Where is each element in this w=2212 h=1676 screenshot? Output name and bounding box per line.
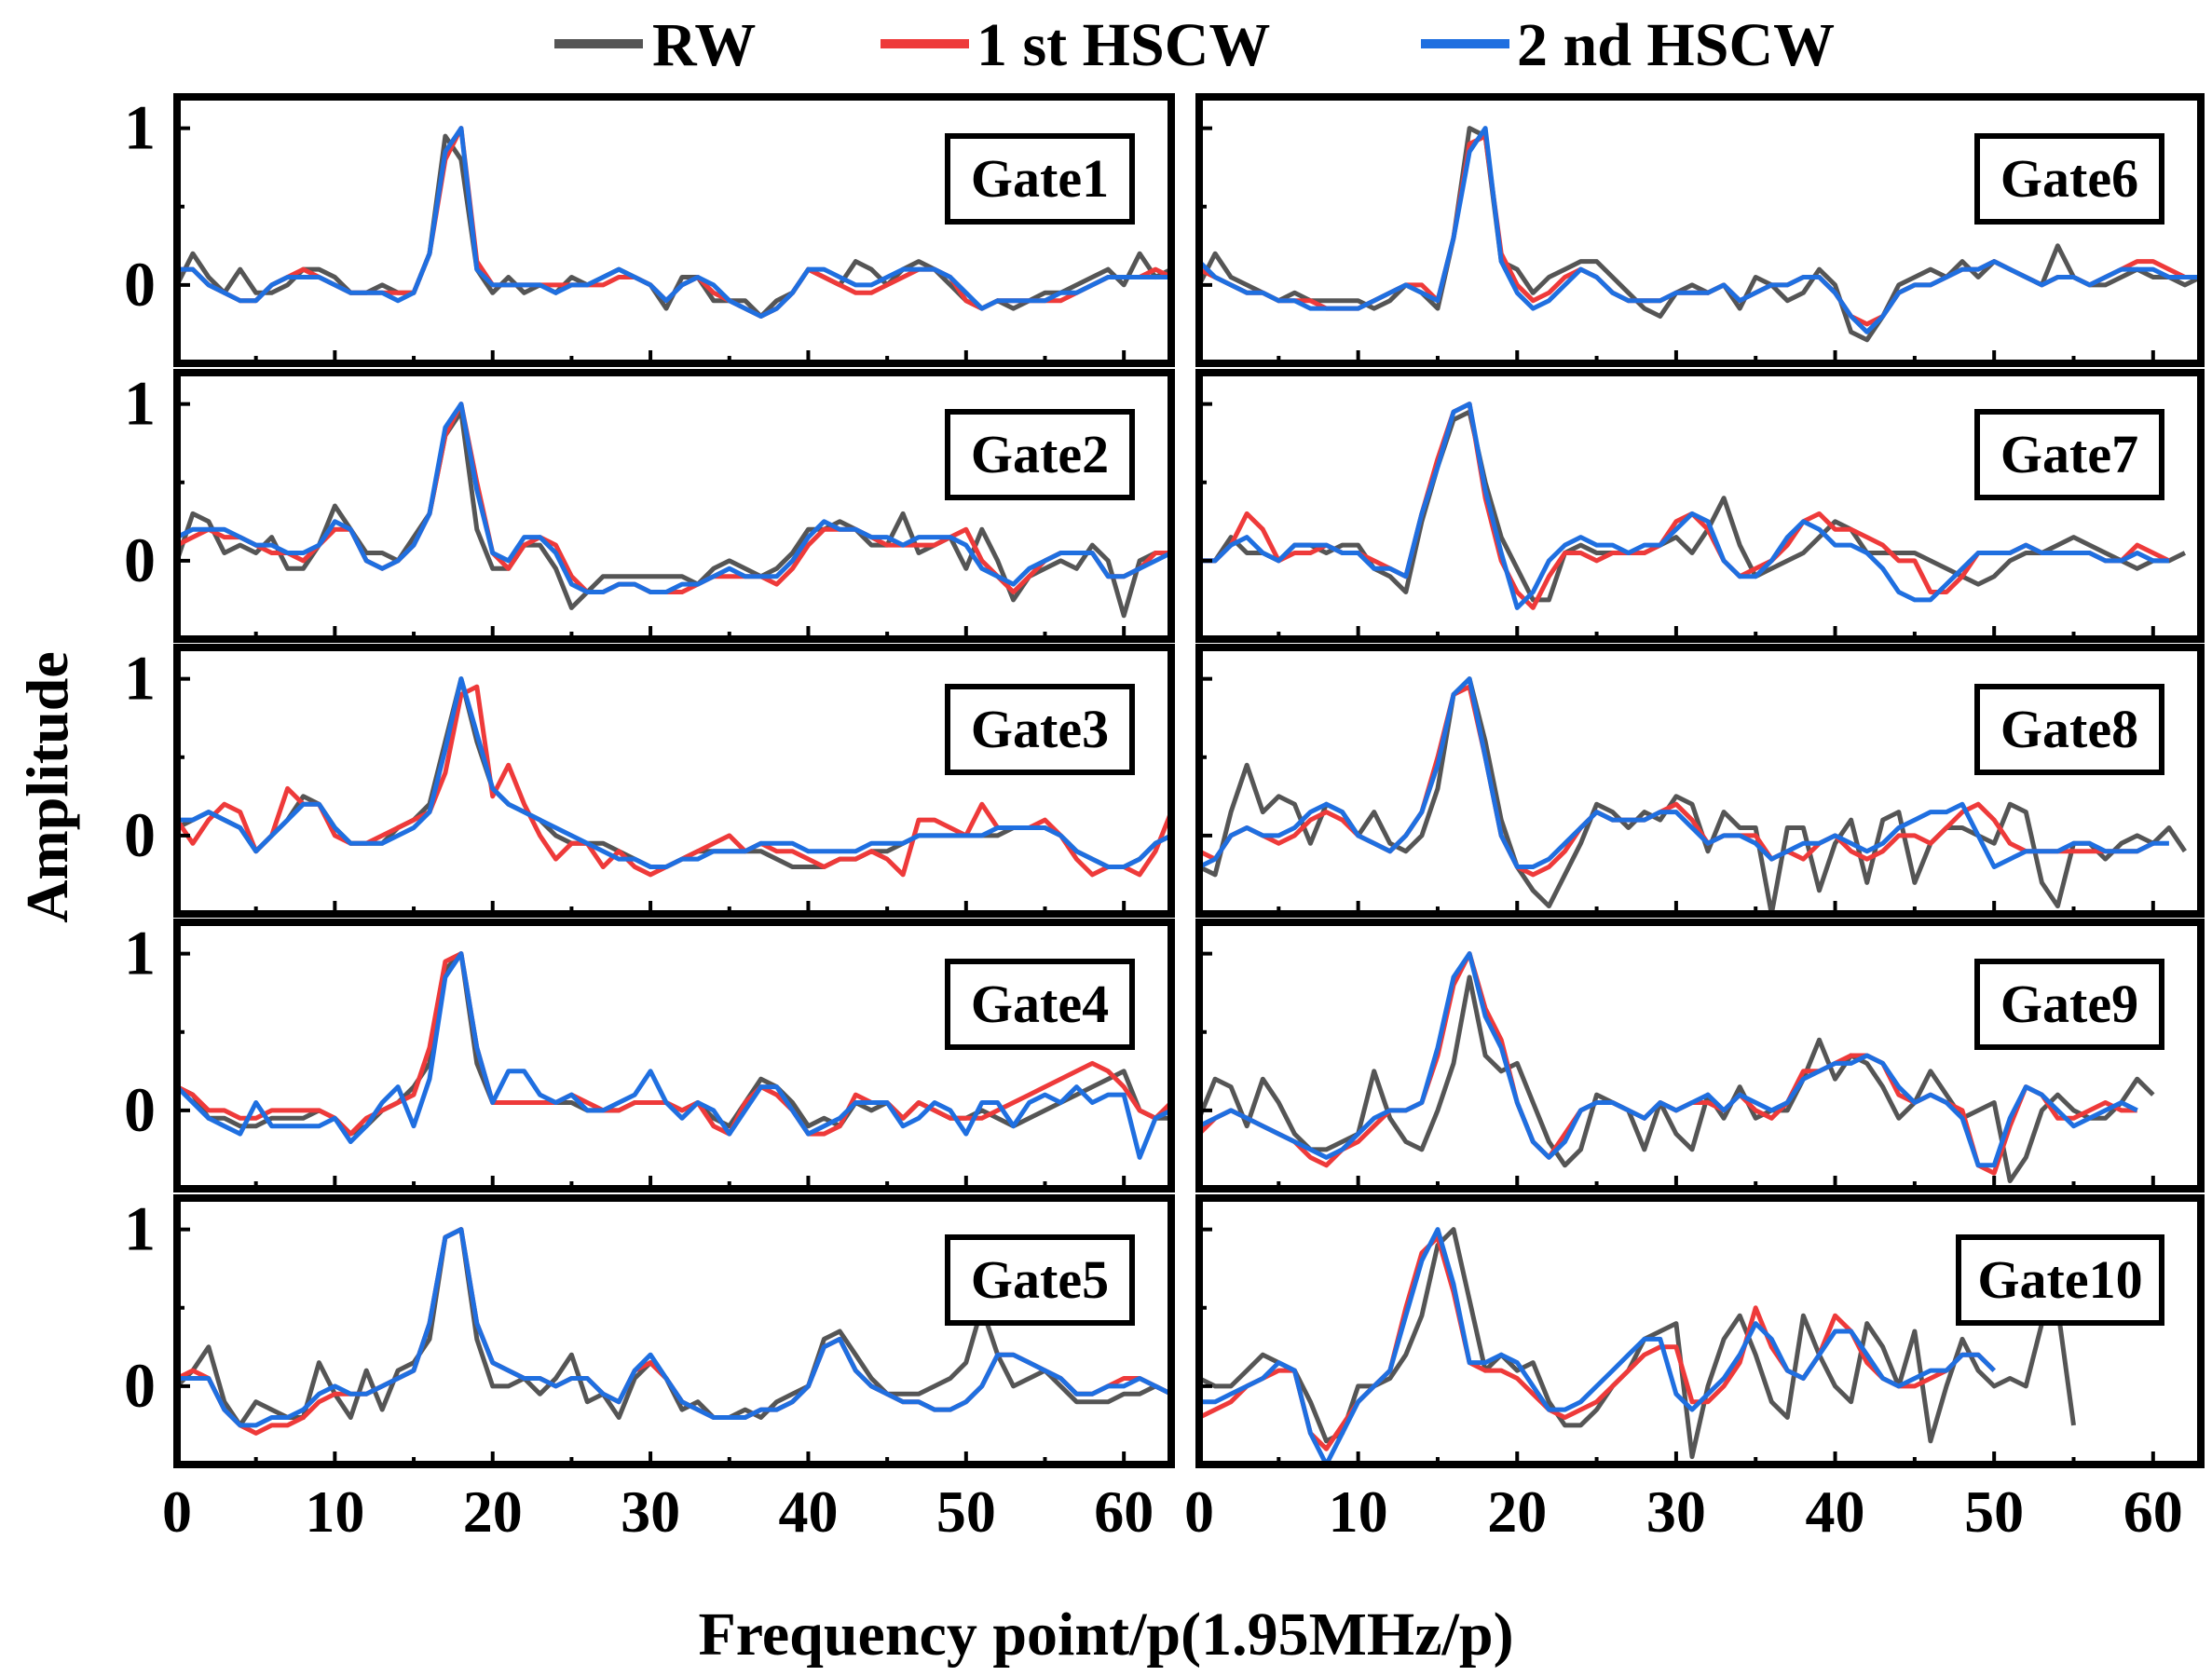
series-hs2-line	[177, 676, 1171, 869]
panel-gate10: Gate10 0 10 20 30 40 50 60	[1184, 1194, 2205, 1545]
gate-label-text: Gate2	[971, 424, 1109, 484]
x-tick-label: 30	[621, 1478, 680, 1545]
panel-frame	[173, 919, 1175, 1192]
series-rw-line	[1199, 409, 2187, 603]
y-tick-label: 1	[124, 368, 156, 439]
gate-label-text: Gate7	[2000, 424, 2138, 484]
y-tick-label: 1	[124, 92, 156, 163]
panel-frame	[173, 644, 1175, 918]
panel-frame	[1195, 369, 2205, 643]
y-axis-title: Amplitude	[14, 651, 80, 923]
gate-label-box	[945, 1234, 1135, 1326]
x-tick-label: 60	[2123, 1478, 2183, 1545]
gate-label-text: Gate8	[2000, 699, 2138, 759]
y-tick-label: 0	[124, 1074, 156, 1145]
gate-label-text: Gate10	[1977, 1249, 2142, 1310]
x-tick-label: 50	[936, 1478, 996, 1545]
series-hs2-line	[177, 126, 1171, 319]
panel-gate2: 0 1 Gate2	[124, 368, 1175, 643]
x-tick-label: 40	[778, 1478, 838, 1545]
series-hs1-line	[177, 402, 1171, 594]
panel-gate1: 0 1 Gate1	[124, 92, 1175, 367]
x-tick-label: 60	[1094, 1478, 1154, 1545]
y-tick-label: 1	[124, 918, 156, 988]
gate-label-text: Gate9	[2000, 974, 2138, 1034]
panel-frame	[173, 369, 1175, 643]
gate-label-text: Gate6	[2000, 148, 2138, 209]
panel-gate3: 0 1 Gate3	[124, 643, 1175, 918]
panel-frame	[1195, 644, 2205, 918]
series-hs2-line	[177, 1227, 1171, 1428]
series-hs2-line	[1199, 1227, 1996, 1465]
gate-label-text: Gate4	[971, 974, 1109, 1034]
gate-label-box	[1974, 684, 2164, 775]
panel-frame	[173, 93, 1175, 367]
x-axis-title: Frequency point/p(1.95MHz/p)	[698, 1601, 1513, 1669]
gate-label-box	[945, 133, 1135, 225]
series-hs2-line	[1199, 951, 2138, 1168]
gate-label-box	[1974, 959, 2164, 1050]
legend-hs1-label: 1 st HSCW	[976, 11, 1270, 79]
panel-gate6: Gate6	[1195, 93, 2205, 367]
panel-frame	[1195, 919, 2205, 1192]
x-tick-label: 10	[305, 1478, 364, 1545]
y-tick-label: 0	[124, 799, 156, 870]
series-hs2-line	[1199, 402, 2169, 610]
panel-gate8: Gate8	[1195, 644, 2205, 918]
panel-gate9: Gate9	[1195, 919, 2205, 1192]
panel-gate7: Gate7	[1195, 369, 2205, 643]
series-hs2-line	[177, 402, 1171, 594]
panel-frame	[1195, 1194, 2205, 1468]
legend-rw-label: RW	[652, 11, 756, 79]
y-tick-label: 1	[124, 1193, 156, 1264]
x-tick-label: 10	[1329, 1478, 1388, 1545]
legend: RW 1 st HSCW 2 nd HSCW	[554, 11, 1835, 79]
series-hs1-line	[1199, 1234, 1996, 1451]
x-tick-label: 20	[1487, 1478, 1547, 1545]
gate-label-box	[945, 684, 1135, 775]
gate-label-text: Gate1	[971, 148, 1109, 209]
x-tick-label: 40	[1806, 1478, 1865, 1545]
y-tick-label: 0	[124, 249, 156, 320]
gate-label-box	[1974, 133, 2164, 225]
gate-label-text: Gate5	[971, 1249, 1109, 1310]
x-tick-label: 30	[1646, 1478, 1706, 1545]
gate-label-box	[1974, 409, 2164, 500]
gate-label-text: Gate3	[971, 699, 1109, 759]
series-rw-line	[1199, 1227, 2076, 1460]
y-tick-label: 1	[124, 643, 156, 714]
panel-frame	[173, 1194, 1175, 1468]
gate-label-box	[1956, 1234, 2164, 1326]
series-hs2-line	[1199, 126, 2201, 334]
series-hs2-line	[177, 951, 1171, 1160]
y-tick-label: 0	[124, 525, 156, 595]
series-hs2-line	[1199, 676, 2169, 869]
y-tick-label: 0	[124, 1350, 156, 1421]
gate-label-box	[945, 959, 1135, 1050]
x-tick-label: 0	[1184, 1478, 1214, 1545]
series-rw-line	[1199, 676, 2187, 914]
panel-gate4: 0 1 Gate4	[124, 918, 1175, 1192]
panel-gate5: 0 1 Gate5 0 10 20 30 40 50 60	[124, 1193, 1175, 1545]
panel-frame	[1195, 93, 2205, 367]
x-tick-label: 50	[1964, 1478, 2024, 1545]
x-tick-label: 20	[463, 1478, 523, 1545]
x-tick-label: 0	[162, 1478, 192, 1545]
legend-hs2-label: 2 nd HSCW	[1517, 11, 1835, 79]
gate-label-box	[945, 409, 1135, 500]
